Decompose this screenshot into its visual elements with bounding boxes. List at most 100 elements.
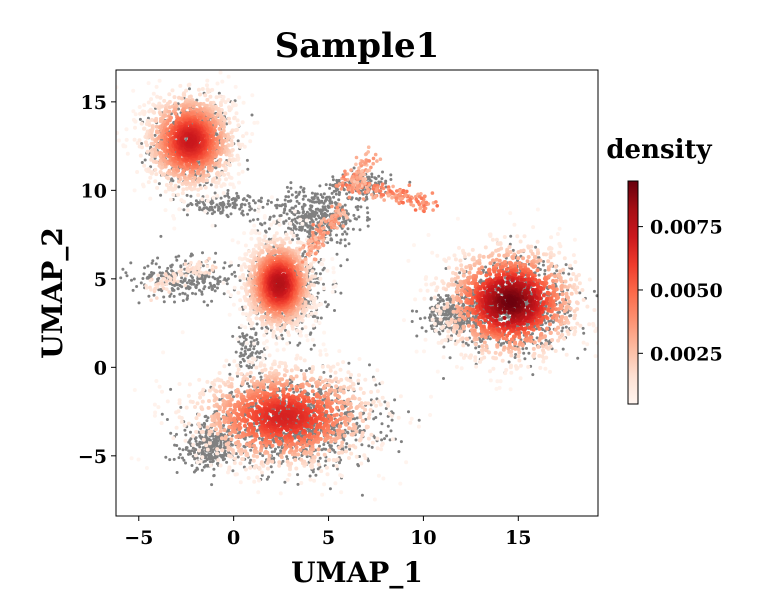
background-cell: [172, 294, 176, 298]
background-cell: [353, 417, 357, 421]
density-cell: [198, 186, 203, 191]
background-cell: [228, 264, 232, 268]
background-cell: [356, 382, 360, 385]
background-cell: [318, 184, 322, 188]
background-cell: [230, 272, 234, 276]
background-cell: [351, 410, 355, 413]
background-cell: [183, 292, 187, 296]
background-cell: [214, 166, 218, 170]
background-cell: [343, 203, 347, 207]
background-cell: [227, 199, 231, 203]
background-cell: [444, 267, 448, 270]
density-cell: [210, 223, 215, 228]
background-cell: [358, 228, 362, 232]
background-cell: [429, 297, 433, 301]
background-cell: [524, 301, 528, 305]
background-cell: [460, 321, 464, 324]
background-cell: [576, 356, 580, 360]
background-cell: [240, 211, 244, 215]
background-cell: [307, 300, 310, 304]
density-cell: [250, 132, 255, 136]
background-cell: [188, 439, 192, 442]
background-cell: [244, 346, 247, 350]
background-cell: [146, 264, 150, 268]
background-cell: [335, 240, 339, 244]
density-cell: [142, 103, 147, 108]
background-cell: [365, 195, 368, 199]
background-cell: [248, 208, 252, 212]
density-cell: [215, 81, 220, 86]
background-cell: [233, 274, 237, 278]
background-cell: [249, 340, 253, 344]
background-cell: [275, 220, 279, 224]
background-cell: [301, 216, 305, 220]
background-cell: [190, 449, 194, 453]
background-cell: [197, 281, 201, 285]
background-cell: [213, 277, 217, 281]
background-cell: [214, 251, 218, 255]
background-cell: [211, 443, 215, 447]
background-cell: [321, 195, 325, 199]
density-cell: [231, 103, 236, 108]
background-cell: [244, 338, 248, 341]
background-cell: [320, 212, 323, 215]
background-cell: [105, 296, 108, 299]
background-cell: [300, 227, 304, 231]
background-cell: [436, 298, 440, 302]
background-cell: [367, 444, 371, 448]
background-cell: [330, 447, 334, 451]
background-cell: [312, 326, 316, 330]
background-cell: [140, 161, 144, 164]
background-cell: [137, 301, 141, 305]
background-cell: [514, 353, 518, 356]
background-cell: [343, 244, 347, 248]
background-cell: [319, 193, 323, 197]
background-cell: [159, 234, 163, 238]
density-cell: [221, 191, 226, 196]
background-cell: [328, 186, 332, 190]
background-cell: [190, 423, 194, 427]
background-cell: [369, 398, 373, 402]
background-cell: [442, 345, 446, 349]
density-cell: [237, 180, 241, 185]
background-cell: [337, 217, 341, 221]
density-cell: [158, 95, 163, 100]
background-cell: [283, 208, 287, 212]
density-cell: [171, 192, 176, 197]
background-cell: [525, 346, 528, 350]
background-cell: [556, 311, 560, 315]
background-cell: [354, 438, 358, 442]
background-cell: [299, 369, 303, 372]
density-cell: [208, 94, 213, 99]
background-cell: [302, 202, 306, 206]
background-cell: [227, 204, 231, 208]
background-cell: [441, 298, 445, 302]
background-cell: [582, 331, 586, 335]
background-cell: [351, 227, 355, 231]
background-cell: [541, 263, 545, 267]
background-cell: [258, 356, 262, 359]
background-cell: [561, 347, 565, 351]
background-cell: [289, 186, 293, 190]
density-cell: [241, 134, 245, 139]
background-cell: [345, 442, 349, 446]
density-cell: [221, 95, 226, 99]
background-cell: [263, 221, 267, 225]
background-cell: [172, 457, 176, 461]
background-cell: [322, 282, 325, 286]
density-cell: [154, 84, 159, 89]
background-cell: [561, 326, 565, 330]
background-cell: [339, 238, 343, 242]
background-cell: [246, 194, 250, 198]
background-cell: [251, 218, 255, 222]
background-cell: [231, 201, 235, 205]
density-cell: [162, 172, 167, 177]
background-cell: [280, 333, 284, 337]
background-cell: [366, 211, 370, 215]
background-cell: [436, 319, 440, 323]
background-cell: [256, 342, 260, 346]
background-cell: [168, 458, 172, 462]
background-cell: [168, 294, 172, 298]
background-cell: [142, 272, 146, 276]
background-cell: [442, 377, 445, 380]
